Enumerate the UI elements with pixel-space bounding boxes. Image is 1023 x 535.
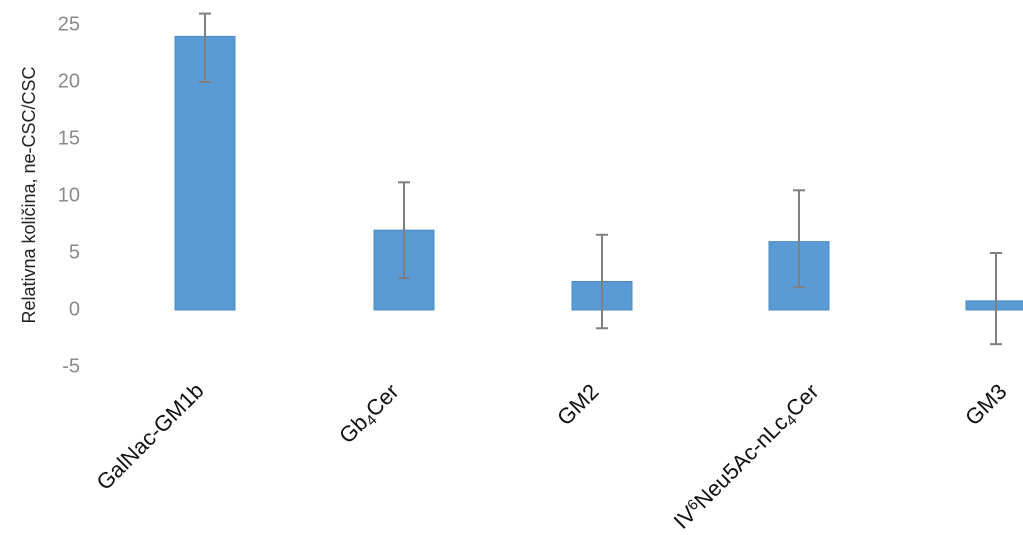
bars [174, 35, 1023, 311]
y-axis-ticks: 25 20 15 10 5 0 -5 [58, 13, 80, 377]
error-bar [596, 233, 608, 330]
y-axis-label: Relativna količina, ne-CSC/CSC [19, 66, 39, 323]
bar-gm3 [965, 300, 1023, 311]
y-tick-label: -5 [62, 355, 80, 377]
x-category-label: Gb4Cer [334, 379, 405, 450]
y-tick-label: 10 [58, 184, 80, 206]
y-tick-label: 25 [58, 13, 80, 35]
y-tick-label: 15 [58, 127, 80, 149]
y-tick-label: 20 [58, 70, 80, 92]
x-category-label: IV6Neu5Ac-nLc4Cer [669, 379, 826, 535]
x-category-label: GalNac-GM1b [91, 378, 208, 495]
error-bar [793, 189, 805, 289]
error-bars [199, 12, 1002, 346]
x-axis-category-labels: GalNac-GM1b Gb4Cer GM2 IV6Neu5Ac-nLc4Cer GM3 [91, 378, 1011, 535]
error-bar [990, 252, 1002, 346]
x-category-label: GM2 [552, 379, 603, 430]
error-bar [199, 12, 211, 83]
y-tick-label: 5 [69, 241, 80, 263]
x-category-label: GM3 [960, 379, 1011, 430]
error-bar [398, 181, 410, 280]
y-tick-label: 0 [69, 298, 80, 320]
